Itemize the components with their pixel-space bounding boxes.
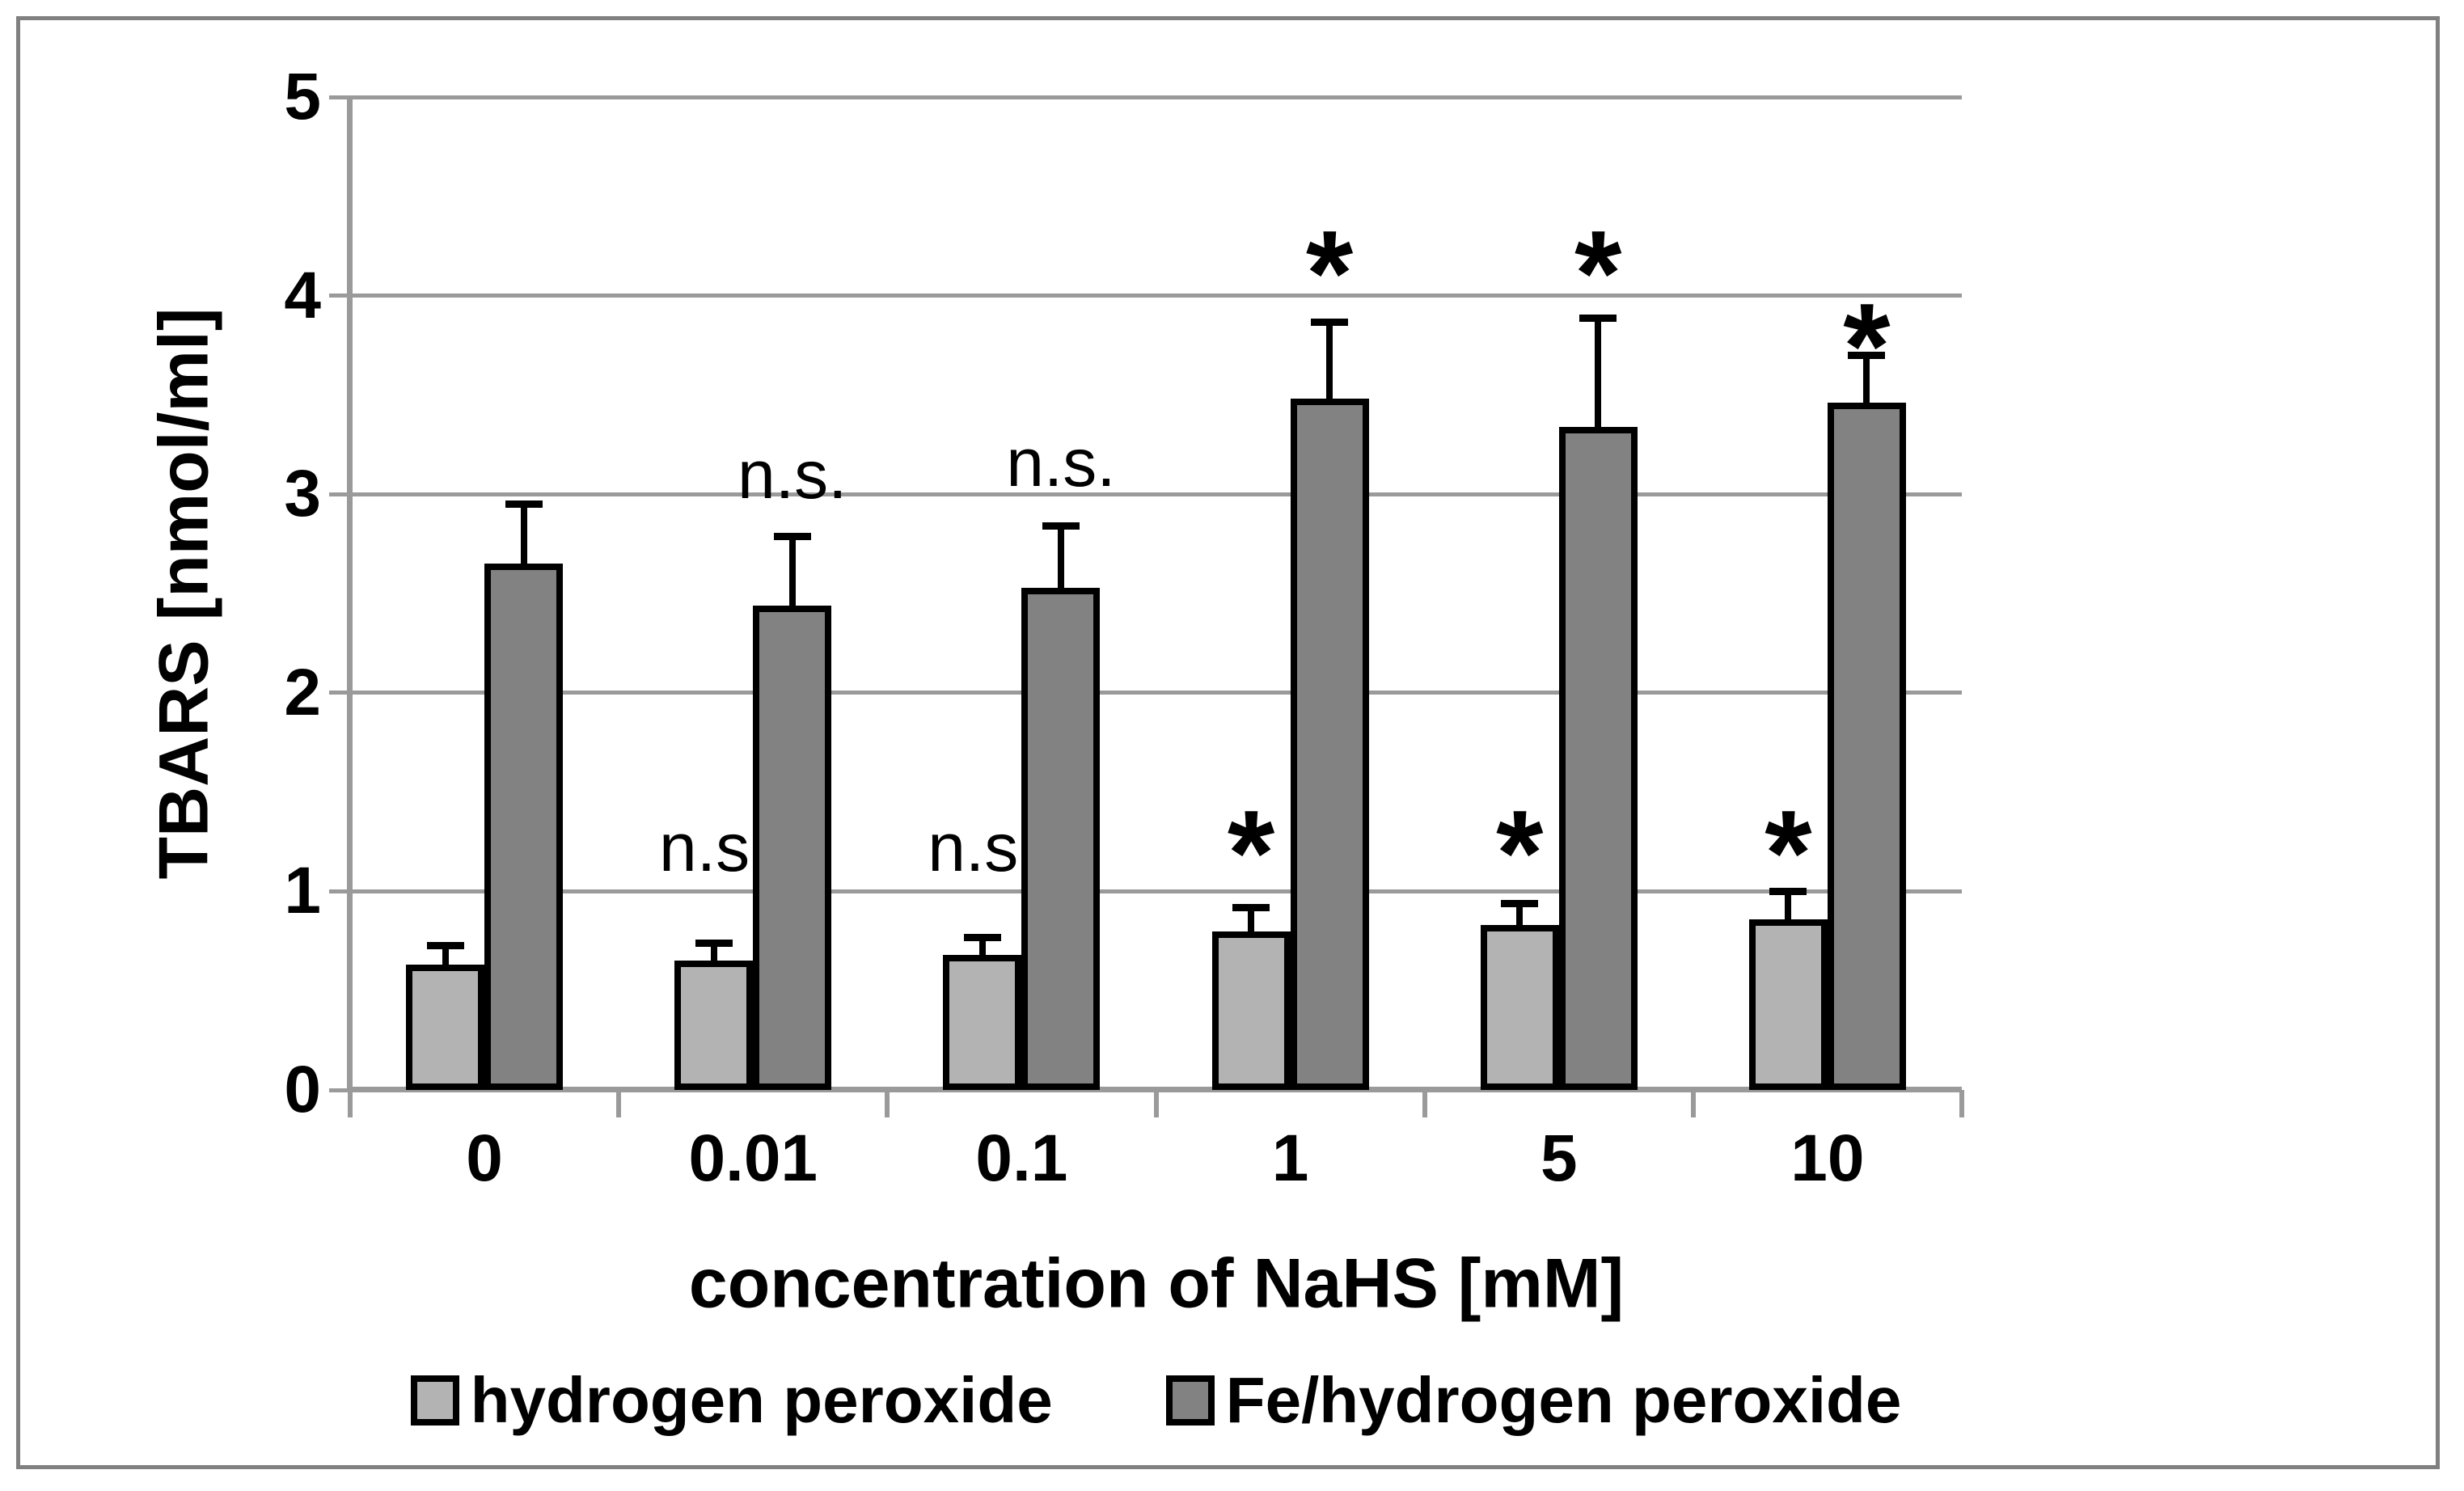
x-axis-tick: [1690, 1090, 1696, 1117]
bar-hydrogen-peroxide-0.1: [943, 955, 1022, 1090]
x-tick-label: 10: [1790, 1121, 1865, 1195]
significance-label: n.s.: [1006, 424, 1116, 501]
x-tick-label: 5: [1540, 1121, 1578, 1195]
error-bar-cap: [426, 941, 464, 949]
y-axis-tick: [329, 294, 350, 298]
legend-label: hydrogen peroxide: [470, 1364, 1053, 1436]
significance-label: *: [1765, 784, 1812, 921]
x-tick-label: 0.1: [975, 1121, 1068, 1195]
error-bar-cap: [963, 933, 1001, 941]
x-axis-tick: [348, 1090, 353, 1117]
figure-border: [16, 16, 2440, 1469]
error-bar-whisker: [520, 504, 527, 564]
y-axis-tick: [329, 1088, 350, 1092]
legend-swatch-icon: [1165, 1375, 1215, 1426]
significance-label: *: [1574, 205, 1622, 341]
bar-hydrogen-peroxide-0.01: [674, 961, 754, 1090]
error-bar-whisker: [1326, 321, 1333, 399]
error-bar-whisker: [1516, 903, 1524, 926]
x-tick-label: 1: [1271, 1121, 1309, 1195]
significance-label: n.s.: [928, 809, 1038, 886]
y-tick-label: 3: [284, 457, 321, 531]
y-tick-label: 2: [284, 655, 321, 729]
gridline-y-2: [350, 691, 1962, 695]
error-bar-whisker: [710, 943, 717, 961]
error-bar-cap: [773, 532, 811, 540]
error-bar-cap: [1848, 352, 1886, 360]
bar-hydrogen-peroxide-5: [1480, 925, 1559, 1090]
legend-label: Fe/hydrogen peroxide: [1225, 1364, 1902, 1436]
significance-label: *: [1496, 784, 1544, 921]
legend-swatch-icon: [410, 1375, 459, 1426]
gridline-y-4: [350, 294, 1962, 298]
error-bar-whisker: [1785, 891, 1792, 919]
error-bar-cap: [695, 940, 733, 948]
error-bar-cap: [1042, 522, 1080, 530]
error-bar-whisker: [1248, 907, 1255, 931]
error-bar-whisker: [1057, 526, 1064, 588]
bar-fe-hydrogen-peroxide-0.01: [753, 605, 832, 1090]
plot-area: 0 1 2 3 4 5 0 0.01 0.1 1 5 10 n.s. n.s. * * * n.s. n.s. * * *: [284, 64, 1964, 1192]
legend-item-0: hydrogen peroxide: [410, 1364, 1053, 1436]
error-bar-whisker: [442, 944, 449, 965]
bar-fe-hydrogen-peroxide-0: [484, 564, 564, 1090]
x-tick-label: 0.01: [688, 1121, 818, 1195]
legend: hydrogen peroxide Fe/hydrogen peroxide: [350, 1368, 1962, 1433]
x-axis-line: [350, 1087, 1962, 1092]
bar-fe-hydrogen-peroxide-10: [1827, 403, 1906, 1090]
legend-item-1: Fe/hydrogen peroxide: [1165, 1364, 1902, 1436]
error-bar-whisker: [1595, 317, 1602, 427]
gridline-y-3: [350, 492, 1962, 496]
gridline-y-1: [350, 889, 1962, 893]
bar-hydrogen-peroxide-0: [406, 965, 485, 1090]
y-tick-label: 5: [284, 60, 321, 133]
error-bar-cap: [1232, 904, 1270, 912]
x-axis-title: concentration of NaHS [mM]: [688, 1244, 1625, 1323]
y-axis-line: [347, 97, 353, 1090]
y-tick-label: 0: [284, 1053, 321, 1126]
x-tick-label: 0: [466, 1121, 503, 1195]
x-axis-tick: [1422, 1090, 1427, 1117]
y-tick-label: 1: [284, 854, 321, 928]
gridline-y-5: [350, 95, 1962, 99]
significance-label: *: [1305, 205, 1354, 341]
x-axis-tick: [1959, 1090, 1964, 1117]
error-bar-cap: [1579, 314, 1617, 322]
error-bar-cap: [1311, 318, 1349, 326]
bar-hydrogen-peroxide-1: [1211, 931, 1291, 1090]
bar-fe-hydrogen-peroxide-5: [1558, 426, 1638, 1090]
significance-label: *: [1227, 784, 1275, 921]
significance-label: n.s.: [738, 436, 847, 513]
y-axis-tick: [329, 691, 350, 695]
y-axis-title: TBARS [nmol/ml]: [145, 307, 223, 880]
error-bar-cap: [505, 501, 543, 509]
significance-label: n.s.: [659, 809, 769, 886]
error-bar-cap: [1501, 900, 1539, 908]
significance-label: *: [1843, 277, 1891, 414]
y-tick-label: 4: [284, 258, 321, 332]
x-axis-tick: [1153, 1090, 1159, 1117]
error-bar-whisker: [788, 535, 796, 606]
error-bar-cap: [1769, 888, 1807, 896]
bar-fe-hydrogen-peroxide-1: [1290, 399, 1369, 1090]
bar-fe-hydrogen-peroxide-0.1: [1021, 587, 1101, 1090]
bar-hydrogen-peroxide-10: [1748, 919, 1828, 1090]
y-axis-tick: [329, 889, 350, 893]
x-axis-tick: [616, 1090, 622, 1117]
error-bar-whisker: [978, 936, 986, 955]
y-axis-tick: [329, 95, 350, 99]
y-axis-tick: [329, 492, 350, 496]
error-bar-whisker: [1863, 355, 1870, 403]
x-axis-tick: [885, 1090, 890, 1117]
